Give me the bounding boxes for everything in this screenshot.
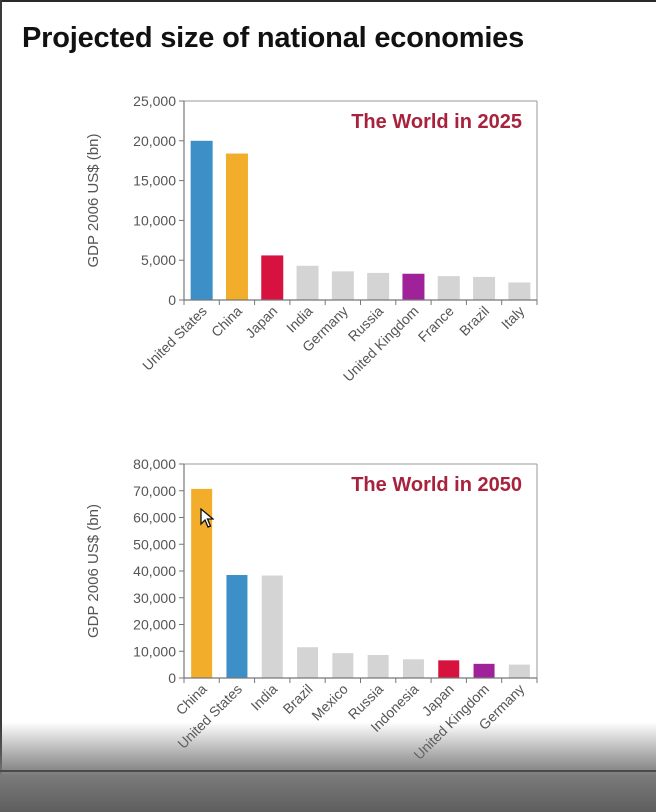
y-tick-label: 15,000 xyxy=(133,173,176,189)
y-tick-label: 20,000 xyxy=(133,617,176,633)
bar xyxy=(332,653,354,678)
y-tick-label: 5,000 xyxy=(141,252,176,268)
mouse-pointer-icon xyxy=(200,508,214,528)
y-tick-label: 0 xyxy=(168,292,176,308)
bar xyxy=(191,488,213,678)
bar xyxy=(438,660,460,678)
y-axis-label: GDP 2006 US$ (bn) xyxy=(85,504,102,638)
y-axis-label: GDP 2006 US$ (bn) xyxy=(85,134,102,268)
y-tick-label: 0 xyxy=(168,670,176,686)
bar xyxy=(331,271,354,300)
bar xyxy=(402,659,424,678)
bar xyxy=(296,265,319,300)
y-tick-label: 10,000 xyxy=(133,643,176,659)
bar xyxy=(508,664,530,678)
x-tick-label: Mexico xyxy=(308,681,351,724)
y-tick-label: 20,000 xyxy=(133,133,176,149)
y-tick-label: 70,000 xyxy=(133,483,176,499)
y-tick-label: 80,000 xyxy=(133,456,176,472)
bar xyxy=(190,140,213,300)
chart-inset-title: The World in 2050 xyxy=(351,474,522,496)
bar xyxy=(297,647,319,678)
bar xyxy=(473,276,496,300)
page-title: Projected size of national economies xyxy=(22,22,525,54)
bar xyxy=(402,273,425,300)
window-left-border xyxy=(0,0,2,812)
x-tick-label: Japan xyxy=(242,303,280,341)
chart-inset-title: The World in 2025 xyxy=(351,111,522,133)
x-tick-label: India xyxy=(248,681,281,714)
video-controls-overlay xyxy=(0,722,656,812)
bar xyxy=(437,276,460,300)
y-tick-label: 40,000 xyxy=(133,563,176,579)
video-progress-track[interactable] xyxy=(0,770,656,772)
bar xyxy=(508,282,531,300)
x-tick-label: France xyxy=(415,303,457,345)
window-top-border xyxy=(0,0,656,2)
chart-world-2025: 0 5,000 10,000 15,000 20,000 25,000 GDP 2006 U… xyxy=(85,93,538,385)
bar xyxy=(225,153,248,300)
bar xyxy=(226,575,248,678)
bar xyxy=(367,654,389,678)
y-tick-label: 10,000 xyxy=(133,212,176,228)
y-tick-label: 50,000 xyxy=(133,536,176,552)
x-tick-label: Brazil xyxy=(456,303,492,339)
x-tick-label: China xyxy=(208,303,245,340)
y-tick-label: 60,000 xyxy=(133,510,176,526)
bar xyxy=(473,663,495,678)
bar xyxy=(261,255,284,300)
y-tick-label: 30,000 xyxy=(133,590,176,606)
bar xyxy=(367,272,390,300)
x-tick-label: Italy xyxy=(498,303,527,332)
y-tick-label: 25,000 xyxy=(133,93,176,109)
bar xyxy=(261,575,283,678)
x-tick-label: United States xyxy=(139,303,210,374)
